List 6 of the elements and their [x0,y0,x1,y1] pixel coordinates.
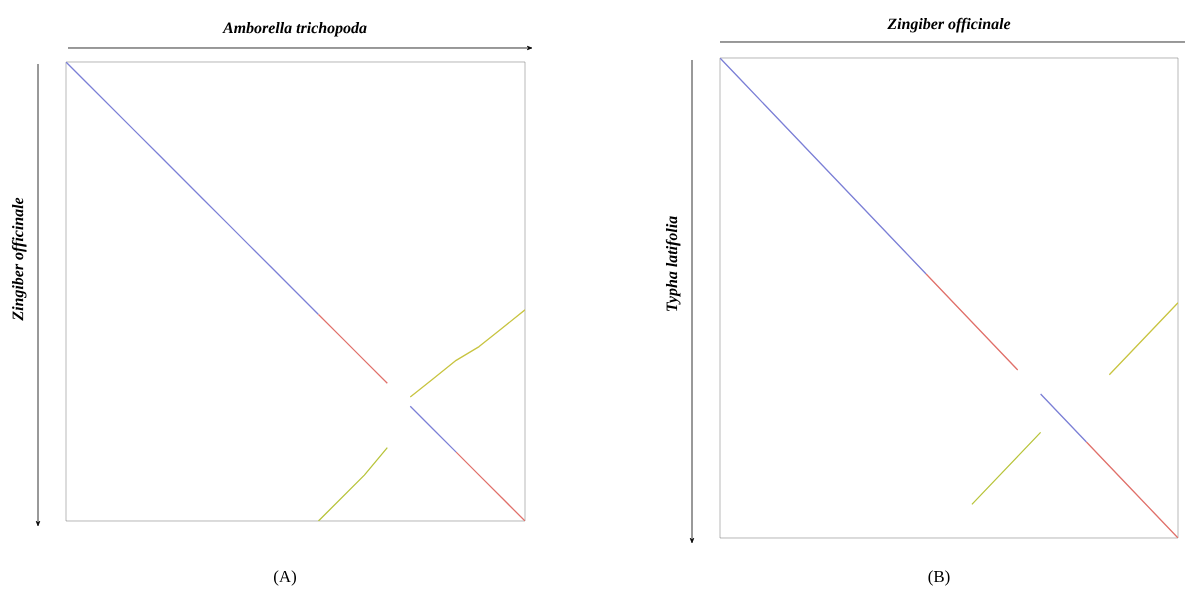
text: (A) [274,570,297,586]
x-axis-title: Amborella trichopoda [222,22,367,37]
x-axis-title: Zingiber officinale [887,17,1011,33]
y-axis-title: Typha latifolia [665,216,681,312]
y-axis-title: Zingiber officinale [11,197,27,321]
text: (B) [928,570,950,586]
